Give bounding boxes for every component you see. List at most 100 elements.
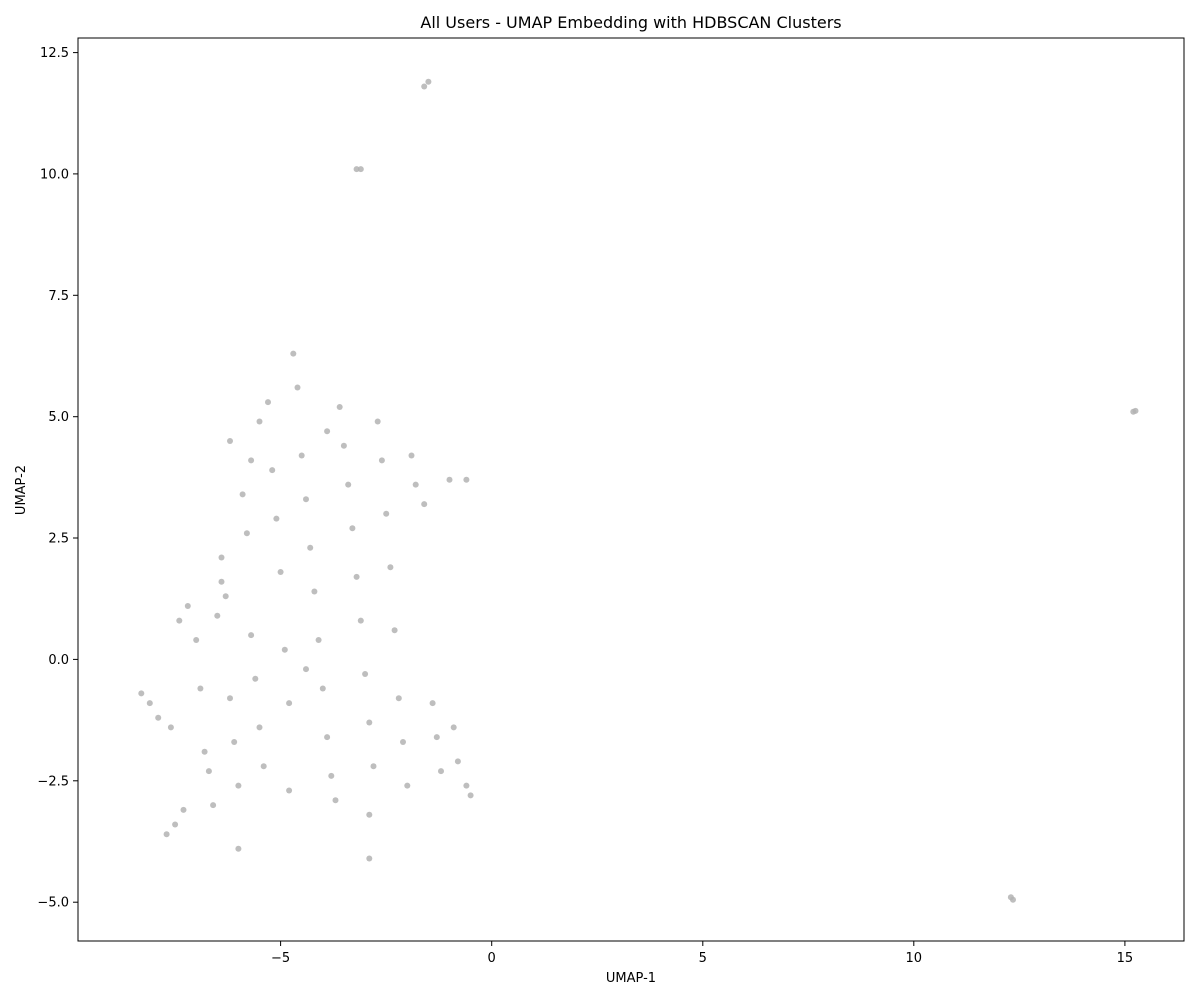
data-point [366,719,373,726]
data-point [324,734,331,741]
points-layer [138,78,1139,903]
data-point [176,617,183,624]
data-point [167,724,174,731]
data-point [227,438,233,444]
data-point [387,564,394,571]
x-axis: −5 0 5 10 15 [271,941,1133,966]
data-point [227,695,233,702]
data-point [286,787,293,794]
y-tick-label: 0.0 [48,653,69,668]
plot-area-frame [77,37,1185,942]
data-point [286,700,293,707]
data-point [248,632,255,639]
data-point [303,496,309,503]
data-point [345,481,352,488]
data-point [374,418,381,425]
data-point [353,166,360,173]
data-point [210,802,217,809]
data-point [429,700,436,707]
data-point [357,617,364,624]
data-point [357,166,364,173]
data-point [205,768,212,775]
x-axis-label: UMAP-1 [606,971,656,986]
data-point [395,695,402,702]
data-point [256,418,263,425]
y-tick-label: 10.0 [40,167,69,182]
data-point [235,845,242,852]
data-point [315,637,322,643]
data-point [155,714,162,721]
data-point [446,476,453,483]
data-point [265,399,271,406]
data-point [260,763,267,770]
data-point [222,593,229,600]
data-point [463,782,470,789]
data-point [450,724,457,731]
data-point [349,525,356,532]
data-point [243,530,250,537]
data-point [421,83,428,90]
data-point [433,734,440,741]
data-point [362,671,369,677]
y-axis-label: UMAP-2 [14,465,29,515]
data-point [412,481,419,488]
data-point [425,78,432,85]
data-point [269,467,276,474]
data-point [184,603,191,609]
data-point [138,690,145,697]
data-point [281,646,288,653]
data-point [290,350,297,357]
data-point [408,452,415,459]
data-point [248,457,255,464]
data-point [231,739,238,745]
data-point [235,782,242,789]
data-point [311,588,318,595]
data-point [1132,407,1139,414]
data-point [340,442,347,449]
y-tick-label: 7.5 [48,289,69,304]
data-point [252,675,259,682]
x-tick-label: 5 [699,951,707,966]
data-point [1010,896,1016,903]
x-tick-label: −5 [271,951,290,966]
data-point [438,768,444,775]
data-point [163,831,170,838]
data-point [307,544,314,551]
data-point [463,476,470,483]
data-point [239,491,246,498]
data-point [391,627,398,634]
data-point [256,724,263,731]
y-axis: −5.0 −2.5 0.0 2.5 5.0 7.5 10.0 12.5 [37,46,78,911]
x-tick-label: 0 [488,951,496,966]
data-point [218,554,225,561]
x-tick-label: 10 [906,951,923,966]
data-point [172,821,179,828]
data-point [467,792,474,799]
data-point [218,578,225,585]
data-point [197,685,204,692]
x-tick-label: 15 [1117,951,1134,966]
data-point [180,806,187,813]
data-point [294,384,301,391]
data-point [324,428,331,435]
y-tick-label: 2.5 [48,532,69,547]
data-point [383,510,390,517]
data-point [454,758,461,765]
y-tick-label: −5.0 [37,896,69,911]
y-tick-label: 12.5 [40,46,69,61]
data-point [400,739,406,745]
y-tick-label: −2.5 [37,774,69,789]
data-point [193,637,200,643]
data-point [370,763,377,770]
data-point [336,404,343,410]
data-point [366,855,373,862]
data-point [421,501,428,508]
data-point [332,797,339,804]
chart-title: All Users - UMAP Embedding with HDBSCAN … [420,13,841,32]
data-point [366,811,373,818]
data-point [273,515,280,522]
data-point [146,700,153,707]
data-point [303,666,309,673]
